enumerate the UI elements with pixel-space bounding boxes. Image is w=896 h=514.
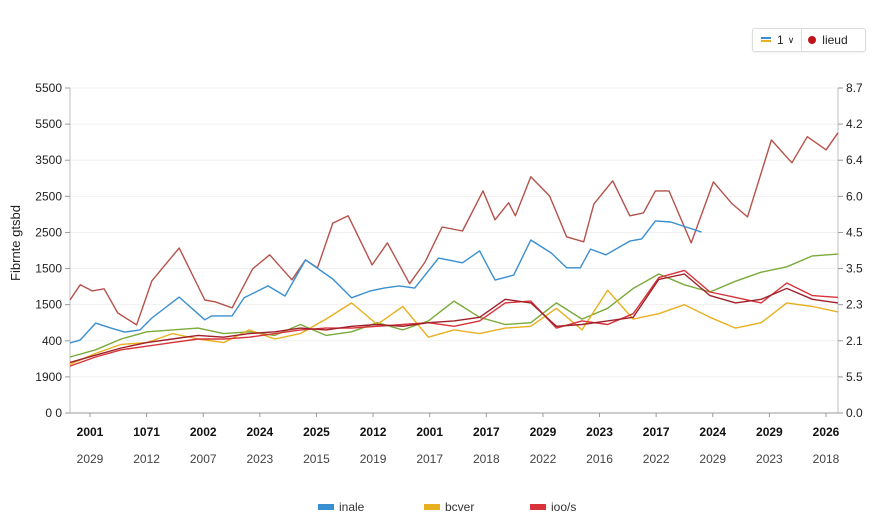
series-selector-value: 1 [777, 33, 784, 47]
y-tick-label-right: 6.4 [846, 153, 863, 167]
x-tick-sublabel: 2015 [303, 452, 330, 466]
x-tick-sublabel: 2023 [756, 452, 783, 466]
x-tick-sublabel: 2012 [133, 452, 160, 466]
y-tick-label-left: 2500 [35, 189, 62, 203]
legend-swatch [318, 504, 334, 510]
x-tick-sublabel: 2017 [416, 452, 443, 466]
x-tick-label: 2024 [246, 425, 273, 439]
y-tick-label-left: 1900 [35, 370, 62, 384]
series-line-top-red [69, 132, 839, 326]
legend-item-inale[interactable]: inale [318, 500, 365, 514]
x-tick-label: 2029 [756, 425, 783, 439]
x-tick-sublabel: 2018 [813, 452, 840, 466]
y-axis-label: Fibrnte gtsbd [8, 205, 23, 281]
y-tick-label-right: 0.0 [846, 406, 863, 420]
y-tick-label-right: 3.5 [846, 262, 863, 276]
x-tick-sublabel: 2022 [643, 452, 670, 466]
y-tick-label-left: 1500 [35, 262, 62, 276]
x-tick-label: 1071 [133, 425, 160, 439]
y-tick-label-right: 2.3 [846, 298, 863, 312]
series-line-ioo-s [69, 269, 839, 367]
grid-lines [70, 87, 838, 378]
series-line-inale [69, 220, 702, 344]
x-tick-sublabel: 2016 [586, 452, 613, 466]
x-tick-label: 2024 [699, 425, 726, 439]
x-tick-label: 2023 [586, 425, 613, 439]
y-tick-label-right: 4.5 [846, 225, 863, 239]
x-tick-sublabel: 2018 [473, 452, 500, 466]
y-tick-label-left: 400 [42, 334, 62, 348]
x-tick-sublabel: 2029 [77, 452, 104, 466]
x-tick-label: 2001 [77, 425, 104, 439]
y-tick-label-left: 2500 [35, 225, 62, 239]
y-ticks-left: 0 0 1900 400 1500 1500 2500 2500 3500 5500 5500 [35, 81, 70, 420]
stacked-lines-icon [761, 37, 771, 43]
x-tick-sublabel: 2022 [530, 452, 557, 466]
chart-legend: inale bcver ioo/s [0, 500, 896, 514]
x-tick-label: 2017 [473, 425, 500, 439]
legend-item-ioos[interactable]: ioo/s [530, 500, 577, 514]
x-tick-sublabel: 2029 [699, 452, 726, 466]
x-tick-sublabel: 2023 [246, 452, 273, 466]
series-selector-dropdown[interactable]: 1 ∨ [753, 29, 803, 51]
y-tick-label-left: 3500 [35, 153, 62, 167]
x-tick-label: 2029 [530, 425, 557, 439]
legend-label: bcver [445, 500, 475, 514]
legend-label: ioo/s [551, 500, 577, 514]
y-tick-label-left: 5500 [35, 81, 62, 95]
chevron-down-icon: ∨ [787, 34, 795, 45]
y-tick-label-left: 5500 [35, 117, 62, 131]
x-tick-label: 2026 [813, 425, 840, 439]
chart-controls: 1 ∨ lieud [752, 28, 866, 52]
y-tick-label-right: 5.5 [846, 370, 863, 384]
y-tick-label-right: 2.1 [846, 334, 863, 348]
series-line-dark-red [69, 273, 839, 364]
red-dot-icon [808, 36, 817, 44]
highlight-toggle[interactable]: lieud [802, 29, 853, 51]
y-ticks-right: 0.0 5.5 2.1 2.3 3.5 4.5 6.0 6.4 4.2 8.7 [838, 81, 863, 420]
y-tick-label-right: 8.7 [846, 81, 863, 95]
legend-label: inale [339, 500, 365, 514]
y-tick-label-left: 1500 [35, 298, 62, 312]
legend-item-bcver[interactable]: bcver [424, 500, 475, 514]
x-tick-label: 2001 [416, 425, 443, 439]
x-tick-label: 2012 [360, 425, 387, 439]
x-tick-label: 2025 [303, 425, 330, 439]
series-line-green [69, 253, 839, 358]
x-tick-label: 2002 [190, 425, 217, 439]
y-tick-label-right: 6.0 [846, 189, 863, 203]
axes [69, 88, 839, 414]
highlight-label: lieud [822, 33, 848, 47]
legend-swatch [530, 504, 546, 510]
y-tick-label-right: 4.2 [846, 117, 863, 131]
legend-swatch [424, 504, 440, 510]
x-tick-label: 2017 [643, 425, 670, 439]
series-lines [69, 132, 839, 367]
x-tick-sublabel: 2019 [360, 452, 387, 466]
x-tick-sublabel: 2007 [190, 452, 217, 466]
x-ticks: 2001 2029 1071 2012 2002 2007 2024 2023 2025 2015… [77, 413, 840, 466]
y-tick-label-left: 0 0 [45, 406, 62, 420]
